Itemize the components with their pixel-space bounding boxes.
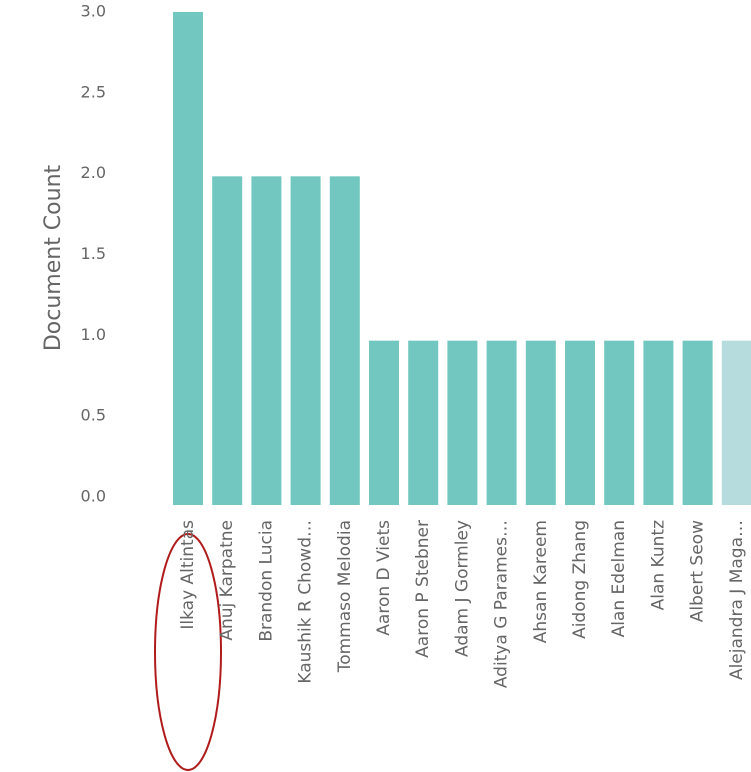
x-tick-label: Aaron P Stebner — [413, 520, 433, 658]
x-tick-label: Brandon Lucia — [256, 520, 276, 642]
bar — [408, 340, 439, 505]
x-tick-label: Albert Seow — [688, 520, 708, 622]
x-tick-label: Alan Kuntz — [648, 520, 668, 610]
bar — [486, 340, 517, 505]
x-tick-label: Adam J Gormley — [452, 520, 472, 657]
bar — [565, 340, 595, 505]
x-tick-label: Kaushik R Chowd… — [296, 520, 316, 684]
y-tick-label: 0.5 — [81, 406, 106, 425]
bar — [290, 176, 321, 506]
bar — [643, 340, 674, 505]
bar — [721, 340, 751, 505]
y-tick-label: 0.0 — [81, 487, 106, 506]
bar — [604, 340, 635, 505]
x-tick-label: Aaron D Viets — [374, 520, 394, 636]
y-tick-label: 1.5 — [81, 244, 106, 263]
x-tick-label: Aidong Zhang — [570, 520, 590, 639]
y-tick-label: 3.0 — [81, 2, 106, 21]
x-tick-label: Ahsan Kareem — [531, 520, 551, 643]
bar — [173, 12, 203, 505]
x-tick-label: Aditya G Parames… — [492, 520, 512, 688]
y-tick-label: 2.0 — [81, 163, 106, 182]
x-tick-label: Alan Edelman — [609, 520, 629, 637]
highlight-ellipse — [154, 533, 222, 771]
bar — [251, 176, 282, 506]
y-tick-label: 1.0 — [81, 325, 106, 344]
x-tick-label: Ilkay Altintas — [178, 520, 198, 630]
bar — [329, 176, 360, 506]
y-tick-label: 2.5 — [81, 82, 106, 101]
bar — [682, 340, 713, 505]
y-axis-title: Document Count — [41, 164, 66, 351]
x-tick-label: Tommaso Melodia — [335, 520, 355, 673]
bar — [525, 340, 556, 505]
bar — [212, 176, 243, 506]
x-tick-label: Anuj Karpatne — [217, 520, 237, 641]
x-tick-label: Alejandra J Maga… — [727, 520, 747, 680]
bar — [369, 340, 399, 505]
bar — [447, 340, 478, 505]
